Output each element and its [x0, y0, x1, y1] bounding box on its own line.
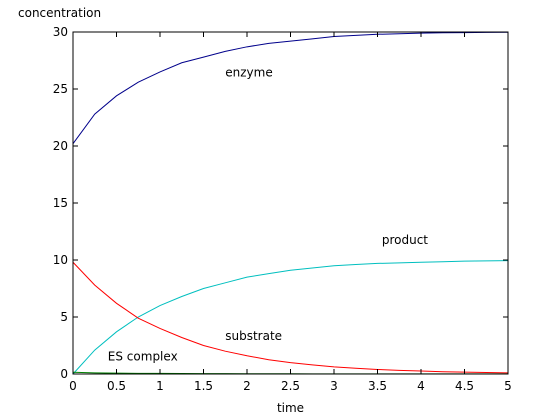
series-line-0 [72, 31, 509, 145]
y-tick-label: 5 [60, 310, 68, 324]
y-tick-label: 25 [53, 82, 68, 96]
x-tick-label: 0.5 [107, 379, 126, 393]
axis-ticks: 0 0.5 1 1.5 2 2.5 3 3.5 4 4.5 5 0 5 10 15 20 25 30 [53, 25, 512, 393]
series-line-1 [72, 260, 509, 375]
x-tick-label: 4.5 [455, 379, 474, 393]
x-tick-label: 1.5 [194, 379, 213, 393]
series-annotation: product [382, 233, 428, 247]
y-axis-label: concentration [18, 6, 101, 20]
x-tick-label: 1 [156, 379, 164, 393]
annotations: enzyme product substrate ES complex [108, 65, 428, 363]
y-tick-label: 30 [53, 25, 68, 39]
x-tick-label: 3 [330, 379, 338, 393]
x-tick-label: 2.5 [281, 379, 300, 393]
x-tick-label: 5 [504, 379, 512, 393]
y-tick-label: 10 [53, 253, 68, 267]
x-tick-label: 0 [69, 379, 77, 393]
series-annotation: enzyme [225, 65, 272, 79]
series-annotation: substrate [225, 329, 282, 343]
series-line-2 [72, 261, 509, 374]
series-annotation: ES complex [108, 349, 178, 363]
y-tick-label: 15 [53, 196, 68, 210]
y-tick-label: 0 [60, 367, 68, 381]
y-tick-label: 20 [53, 139, 68, 153]
x-tick-label: 4 [417, 379, 425, 393]
x-axis-label: time [277, 401, 304, 415]
x-tick-label: 2 [243, 379, 251, 393]
x-tick-label: 3.5 [368, 379, 387, 393]
